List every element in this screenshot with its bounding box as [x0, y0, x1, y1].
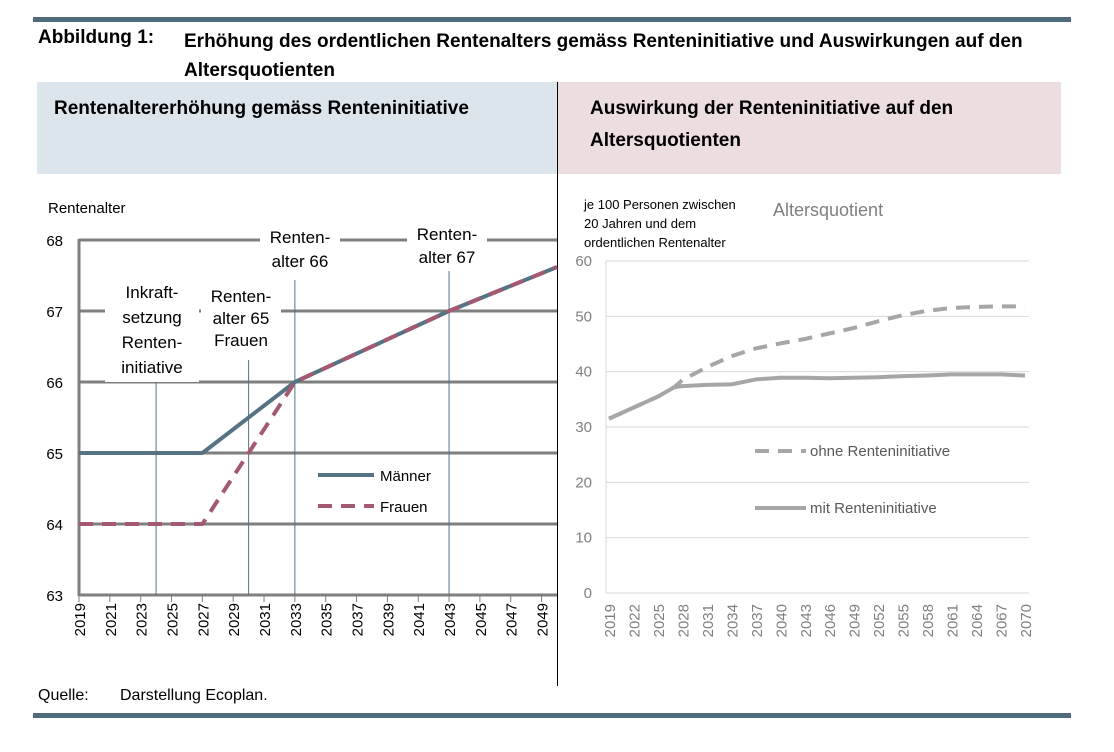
x-tick-label: 2070	[1018, 604, 1035, 637]
altersquotient-chart: 0 10 20 30 40 50 60 2019 2022 2025 2028 2031 2034 203…	[575, 197, 1035, 637]
y-tick-label: 65	[46, 446, 63, 463]
annotation-text: initiative	[121, 358, 182, 377]
maenner-line	[79, 265, 558, 455]
legend-label: Frauen	[380, 499, 428, 516]
y-tick-label: 60	[575, 253, 592, 270]
annotation-text: Renten-	[417, 225, 477, 244]
x-tick-label: 2046	[822, 604, 839, 637]
annotation-text: alter 67	[419, 248, 476, 267]
x-tick-label: 2033	[288, 603, 305, 636]
y-tick-label: 10	[575, 530, 592, 547]
x-tick-label: 2040	[773, 604, 790, 637]
x-tick-label: 2067	[994, 604, 1011, 637]
x-tick-label: 2049	[535, 603, 552, 636]
legend-label: Männer	[380, 468, 431, 485]
y-tick-label: 63	[46, 588, 63, 605]
x-tick-label: 2019	[72, 603, 89, 636]
rentenalter-chart: 63 64 65 66 67 68 Rentenalter 2019 2021 2023 2025 2…	[46, 200, 558, 636]
y-axis-title: je 100 Personen zwischen	[583, 197, 736, 212]
annotation-text: Renten-	[211, 287, 271, 306]
frauen-line	[79, 265, 558, 526]
x-tick-label: 2035	[319, 603, 336, 636]
y-tick-label: 66	[46, 375, 63, 392]
y-tick-label: 67	[46, 304, 63, 321]
x-tick-label: 2041	[411, 603, 428, 636]
x-tick-label: 2034	[724, 604, 741, 637]
chart-title: Altersquotient	[773, 200, 883, 220]
x-tick-label: 2043	[798, 604, 815, 637]
x-tick-label: 2058	[920, 604, 937, 637]
annotation-text: alter 65	[213, 309, 270, 328]
x-tick-label: 2027	[195, 603, 212, 636]
x-tick-label: 2064	[969, 604, 986, 637]
panel-divider	[557, 82, 558, 686]
y-tick-label: 64	[46, 517, 63, 534]
x-tick-label: 2025	[165, 603, 182, 636]
right-panel-title: Auswirkung der Renteninitiative auf den …	[558, 82, 1061, 174]
annotation-box	[407, 221, 487, 271]
source-text: Darstellung Ecoplan.	[120, 687, 268, 704]
source-label: Quelle:	[38, 687, 89, 704]
annotation-text: Frauen	[214, 331, 268, 350]
bottom-rule	[33, 713, 1071, 718]
annotation-box	[260, 224, 340, 280]
x-tick-label: 2039	[380, 603, 397, 636]
top-rule	[33, 17, 1071, 22]
x-tick-label: 2028	[675, 604, 692, 637]
x-tick-label: 2029	[226, 603, 243, 636]
legend-label: mit Renteninitiative	[810, 500, 937, 517]
x-tick-label: 2025	[651, 604, 668, 637]
x-tick-label: 2021	[103, 603, 120, 636]
annotation-box	[201, 280, 281, 360]
x-tick-label: 2031	[257, 603, 274, 636]
x-tick-label: 2061	[945, 604, 962, 637]
x-tick-label: 2045	[473, 603, 490, 636]
y-tick-label: 68	[46, 233, 63, 250]
annotation-text: Renten-	[122, 333, 182, 352]
y-tick-label: 50	[575, 308, 592, 325]
x-tick-label: 2047	[504, 603, 521, 636]
y-tick-label: 0	[584, 585, 592, 602]
figure-title: Erhöhung des ordentlichen Rentenalters g…	[184, 31, 1023, 81]
annotation-text: setzung	[122, 308, 182, 327]
x-tick-label: 2019	[602, 604, 619, 637]
y-tick-label: 40	[575, 364, 592, 381]
y-axis-title: 20 Jahren und dem	[584, 216, 696, 231]
x-tick-label: 2023	[134, 603, 151, 636]
left-panel-title: Rentenaltererhöhung gemäss Renteninitiat…	[37, 82, 557, 174]
x-tick-label: 2031	[700, 604, 717, 637]
y-tick-label: 30	[575, 419, 592, 436]
annotation-text: Renten-	[270, 228, 330, 247]
x-tick-label: 2037	[749, 604, 766, 637]
annotation-box	[105, 277, 199, 382]
x-tick-label: 2049	[847, 604, 864, 637]
annotation-text: Inkraft-	[126, 283, 179, 302]
legend-label: ohne Renteninitiative	[810, 443, 950, 460]
y-axis-title: Rentenalter	[48, 200, 126, 217]
y-tick-label: 20	[575, 474, 592, 491]
annotation-text: alter 66	[272, 252, 329, 271]
x-tick-label: 2055	[896, 604, 913, 637]
y-axis-title: ordentlichen Rentenalter	[584, 235, 726, 250]
mit-renteninitiative-line	[608, 372, 1026, 421]
x-tick-label: 2037	[350, 603, 367, 636]
ohne-renteninitiative-line	[608, 304, 1025, 421]
x-tick-label: 2043	[442, 603, 459, 636]
figure-label: Abbildung 1:	[38, 27, 155, 48]
x-tick-label: 2052	[871, 604, 888, 637]
x-tick-label: 2022	[626, 604, 643, 637]
